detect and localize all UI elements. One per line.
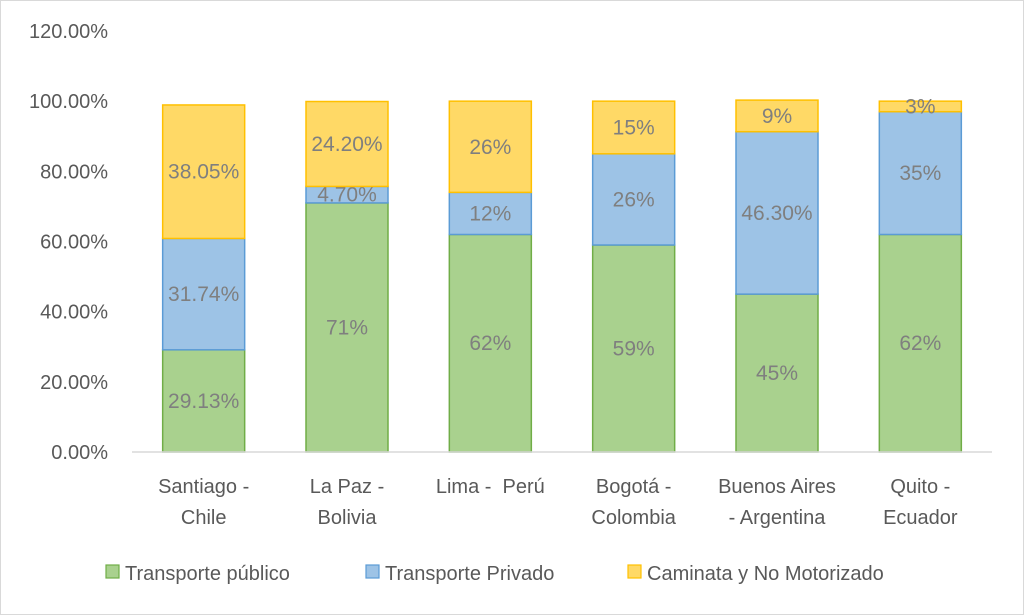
legend-label: Transporte público <box>125 563 290 585</box>
category-label: Colombia <box>591 507 676 529</box>
data-label: 12% <box>469 202 511 225</box>
bar-privado <box>735 130 819 295</box>
y-tick-label: 20.00% <box>40 372 108 394</box>
y-axis: 0.00% 20.00% 40.00% 60.00% 80.00% 100.00% 120.… <box>29 21 108 464</box>
data-label: 9% <box>762 105 792 128</box>
data-label: 46.30% <box>741 202 812 225</box>
y-tick-label: 0.00% <box>51 442 108 464</box>
legend-swatch <box>627 564 642 579</box>
bar-publico <box>878 233 963 453</box>
data-label: 31.74% <box>168 283 239 306</box>
bar-no-motorizado <box>591 100 676 155</box>
bar-publico <box>305 202 389 453</box>
category-label: Ecuador <box>883 507 958 529</box>
category-label: Bolivia <box>318 507 378 529</box>
data-label: 71% <box>326 316 368 339</box>
category-label: La Paz - <box>310 476 384 498</box>
y-tick-label: 80.00% <box>40 161 108 183</box>
data-label: 26% <box>469 136 511 159</box>
data-label: 38.05% <box>168 161 239 184</box>
data-label: 59% <box>613 338 655 361</box>
data-label: 24.20% <box>311 133 382 156</box>
bar-no-motorizado <box>735 99 819 133</box>
legend-swatch <box>365 564 380 579</box>
category-label: Santiago - <box>158 476 249 498</box>
data-label: 15% <box>613 116 655 139</box>
y-tick-label: 40.00% <box>40 302 108 324</box>
data-label: 45% <box>756 362 798 385</box>
y-tick-label: 100.00% <box>29 91 108 113</box>
data-label: 62% <box>469 332 511 355</box>
data-label: 4.70% <box>317 184 377 207</box>
legend-label: Caminata y No Motorizado <box>647 563 884 585</box>
y-tick-label: 120.00% <box>29 21 108 43</box>
bar-privado <box>591 153 676 246</box>
legend-label: Transporte Privado <box>385 563 554 585</box>
bar-no-motorizado <box>448 100 533 194</box>
data-label: 3% <box>905 95 935 118</box>
bar-no-motorizado <box>878 100 963 113</box>
category-label: - Argentina <box>729 507 827 529</box>
bars: 29.13% 31.74% 38.05% 71% 4.70% 24.20% 62% 12% 26… <box>161 95 963 453</box>
category-label: Quito - <box>890 476 950 498</box>
bar-no-motorizado <box>305 100 389 188</box>
category-label: Buenos Aires <box>718 476 836 498</box>
bar-publico <box>161 349 246 453</box>
legend-swatch <box>105 564 120 579</box>
bar-publico <box>735 293 819 453</box>
x-axis: Santiago - Chile La Paz - Bolivia Lima - Per… <box>132 451 992 529</box>
y-tick-label: 60.00% <box>40 232 108 254</box>
category-label: Lima - Perú <box>436 476 545 498</box>
legend: Transporte público Transporte Privado Cami… <box>105 563 884 585</box>
category-label: Chile <box>181 507 227 529</box>
data-label: 62% <box>899 332 941 355</box>
data-label: 26% <box>613 188 655 211</box>
data-label: 35% <box>899 162 941 185</box>
bar-publico <box>591 244 676 453</box>
bar-no-motorizado <box>161 104 246 240</box>
data-label: 29.13% <box>168 390 239 413</box>
bar-publico <box>448 233 533 453</box>
bar-privado <box>878 110 963 236</box>
category-label: Bogotá - <box>596 476 672 498</box>
